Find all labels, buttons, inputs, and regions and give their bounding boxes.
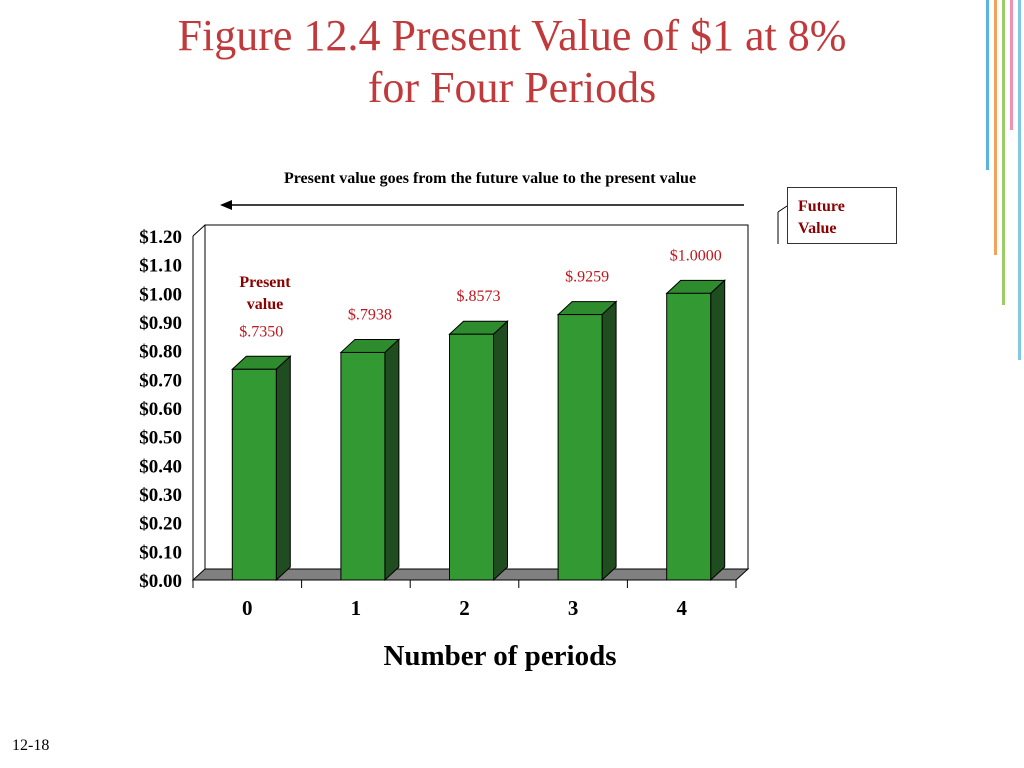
y-tick-label: $0.60	[139, 399, 182, 420]
y-tick-label: $0.90	[139, 313, 182, 334]
y-tick-label: $0.50	[139, 428, 182, 449]
title-line-1: Figure 12.4 Present Value of $1 at 8%	[177, 11, 847, 60]
x-tick-label: 2	[459, 596, 470, 620]
x-axis-title: Number of periods	[383, 640, 617, 672]
y-tick-label: $0.30	[139, 485, 182, 506]
bar	[448, 320, 509, 582]
y-tick-label: $1.00	[139, 284, 182, 305]
x-tick-label: 4	[676, 596, 687, 620]
x-tick-label: 3	[568, 596, 579, 620]
future-value-label: Future Value	[787, 187, 897, 244]
data-label: $.9259	[565, 269, 609, 286]
bar	[665, 279, 726, 582]
x-tick-label: 1	[351, 596, 362, 620]
y-tick-label: $0.40	[139, 456, 182, 477]
bar	[339, 338, 401, 582]
decorative-stripe	[1010, 0, 1013, 130]
y-tick-label: $1.10	[139, 256, 182, 277]
x-tick-label: 0	[242, 596, 253, 620]
decorative-stripe	[1002, 0, 1005, 305]
page-number: 12-18	[12, 737, 50, 754]
future-value-connector	[777, 205, 788, 213]
bar	[231, 355, 292, 582]
decorative-stripe	[1018, 0, 1021, 360]
slide-title: Figure 12.4 Present Value of $1 at 8% fo…	[0, 10, 1024, 114]
y-tick-label: $0.20	[139, 514, 182, 535]
y-axis-depth-top	[192, 224, 206, 237]
title-line-2: for Four Periods	[367, 63, 657, 112]
future-value-line-1: Future	[798, 198, 845, 215]
future-value-line-2: Value	[798, 220, 837, 237]
data-label: $.7350	[239, 323, 283, 340]
data-label: $.7938	[348, 306, 392, 323]
data-label: $1.0000	[670, 247, 722, 264]
decorative-stripe	[986, 0, 989, 170]
present-value-line-1: Present	[239, 274, 291, 291]
y-tick-label: $0.10	[139, 542, 182, 563]
y-tick-label: $0.00	[139, 571, 182, 592]
y-tick-label: $0.70	[139, 370, 182, 391]
present-value-label: Present value	[225, 272, 305, 316]
chart-caption: Present value goes from the future value…	[283, 170, 697, 187]
decorative-stripe	[994, 0, 997, 255]
bar	[556, 300, 618, 582]
y-tick-label: $0.80	[139, 342, 182, 363]
y-tick-label: $1.20	[139, 227, 182, 248]
data-label: $.8573	[457, 288, 501, 305]
left-arrow-icon	[220, 200, 744, 210]
present-value-line-2: value	[246, 296, 284, 313]
